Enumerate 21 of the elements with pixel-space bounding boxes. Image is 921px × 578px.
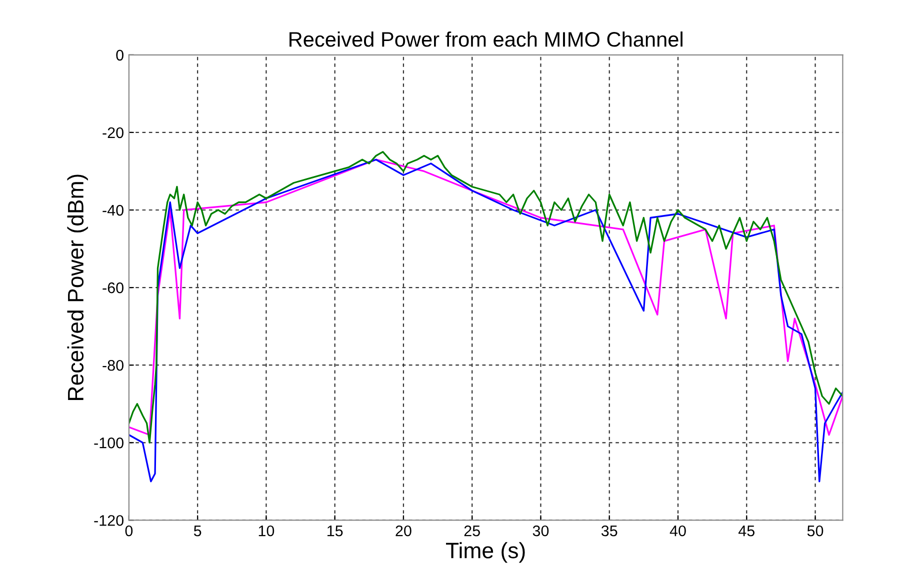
- y-tick-label: -40: [102, 204, 124, 216]
- x-tick-label: 25: [464, 525, 480, 536]
- x-tick-label: 5: [194, 526, 202, 536]
- x-tick-label: 20: [396, 525, 412, 536]
- x-tick-label: 40: [670, 525, 686, 536]
- y-tick-label: -60: [102, 282, 124, 294]
- x-tick-label: 45: [738, 526, 754, 536]
- chart-title: Received Power from each MIMO Channel: [290, 31, 682, 47]
- y-tick-label: -20: [102, 127, 124, 138]
- y-axis-title: Received Power (dBm): [67, 174, 88, 400]
- x-axis-title: Time (s): [446, 542, 525, 563]
- y-tick-label: -80: [102, 360, 124, 371]
- y-tick-label: 0: [116, 50, 124, 61]
- x-tick-label: 10: [258, 525, 274, 536]
- x-tick-label: 30: [532, 525, 549, 536]
- y-tick-label: -120: [94, 515, 124, 526]
- y-tick-label: -100: [94, 438, 124, 448]
- x-tick-label: 35: [601, 525, 618, 536]
- x-tick-label: 0: [125, 525, 133, 536]
- x-tick-label: 15: [328, 526, 343, 536]
- x-tick-label: 50: [807, 525, 824, 536]
